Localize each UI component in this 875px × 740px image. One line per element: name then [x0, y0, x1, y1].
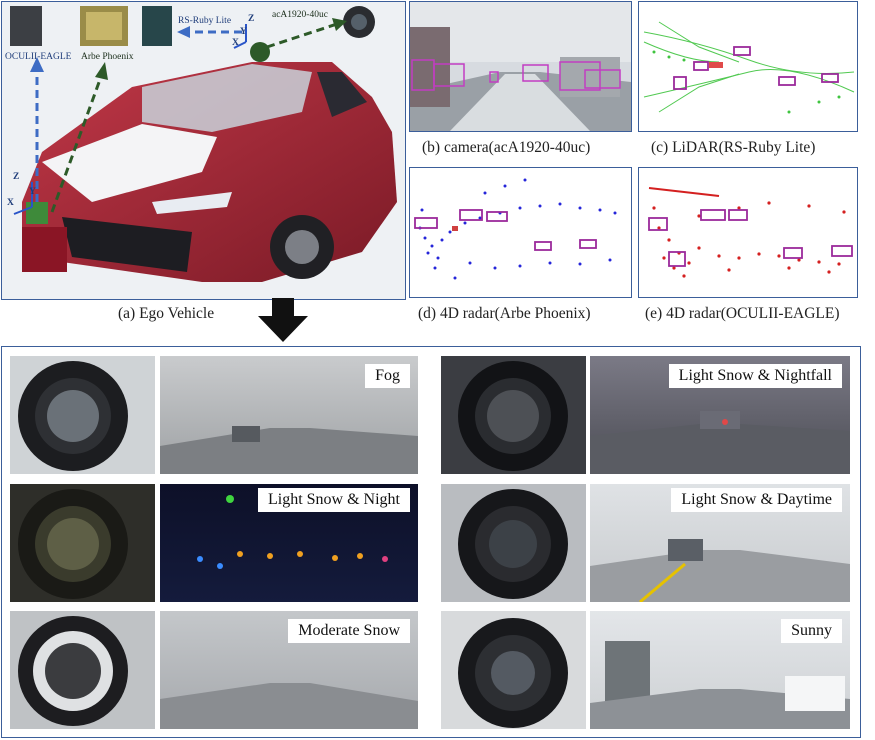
sunny-scene: Sunny	[590, 611, 850, 729]
ego-vehicle-panel: OCULII-EAGLE Arbe Phoenix RS-Ruby Lite a…	[1, 1, 406, 300]
arbe-radar-panel	[409, 167, 632, 298]
moderate-lens	[10, 611, 155, 729]
camera-panel	[409, 1, 632, 132]
lidar-pointcloud	[643, 21, 855, 114]
night-label: Light Snow & Night	[257, 488, 410, 512]
nightfall-scene: Light Snow & Nightfall	[590, 356, 850, 474]
arbe-label: Arbe Phoenix	[81, 52, 134, 62]
axis-x-front: X	[7, 198, 14, 208]
moderate-label: Moderate Snow	[288, 619, 410, 643]
sunny-lens	[441, 611, 586, 729]
oculii-radar-panel	[638, 167, 858, 298]
oculii-label: OCULII-EAGLE	[5, 52, 72, 62]
moderate-scene: Moderate Snow	[160, 611, 418, 729]
arbe-arrow	[50, 73, 104, 213]
oculii-pointcloud	[648, 187, 853, 278]
night-scene: Light Snow & Night	[160, 484, 418, 602]
lidar-panel	[638, 1, 858, 132]
down-arrow-icon	[258, 298, 308, 342]
daytime-lens	[441, 484, 586, 602]
camera-scene	[410, 2, 631, 131]
camera-caption: (b) camera(acA1920-40uc)	[422, 139, 591, 156]
arbe-pointcloud	[414, 178, 617, 280]
arbe-caption: (d) 4D radar(Arbe Phoenix)	[418, 305, 591, 322]
axis-x-roof: X	[232, 38, 239, 48]
axis-z-front: Z	[13, 172, 20, 182]
ego-vehicle-illustration	[10, 6, 397, 282]
cam-arrow	[266, 22, 338, 49]
rs-thumbnail	[142, 6, 172, 46]
axis-y-roof: Y	[240, 27, 247, 37]
nightfall-lens	[441, 356, 586, 474]
sunny-label: Sunny	[781, 619, 842, 643]
fog-label: Fog	[365, 364, 410, 388]
axis-y-front: Y	[29, 187, 36, 197]
fog-scene: Fog	[160, 356, 418, 474]
nightfall-label: Light Snow & Nightfall	[668, 364, 842, 388]
daytime-scene: Light Snow & Daytime	[590, 484, 850, 602]
cam-label: acA1920-40uc	[272, 10, 328, 20]
daytime-label: Light Snow & Daytime	[671, 488, 842, 512]
axis-z-roof: Z	[248, 14, 255, 24]
ego-caption: (a) Ego Vehicle	[118, 305, 215, 322]
oculii-caption: (e) 4D radar(OCULII-EAGLE)	[645, 305, 840, 322]
lidar-caption: (c) LiDAR(RS-Ruby Lite)	[651, 139, 816, 156]
rs-label: RS-Ruby Lite	[178, 16, 232, 26]
night-lens	[10, 484, 155, 602]
fog-lens	[10, 356, 155, 474]
oculii-thumbnail	[10, 6, 42, 46]
